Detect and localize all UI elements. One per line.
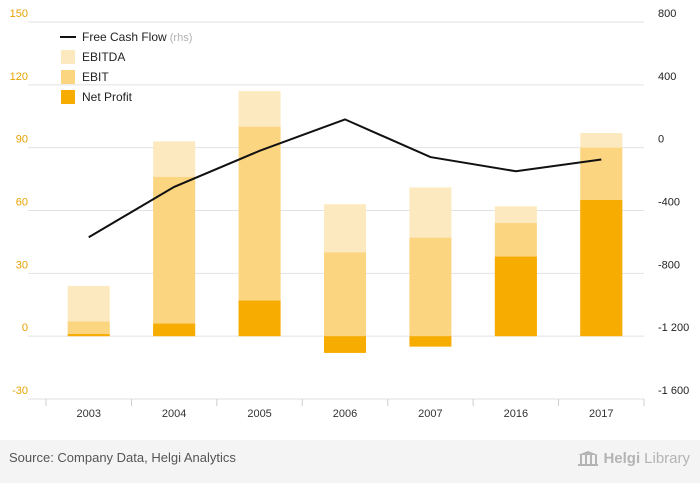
- brand-prefix: Helgi: [603, 450, 641, 467]
- category-label: 2005: [247, 408, 271, 420]
- right-tick-label: 800: [658, 8, 676, 20]
- legend-item: EBIT: [61, 70, 109, 84]
- brand-logo[interactable]: Helgi Library: [577, 450, 690, 467]
- right-tick-label: 400: [658, 71, 676, 83]
- right-tick-label: -800: [658, 259, 680, 271]
- brand-suffix: Library: [644, 450, 690, 467]
- bar-net-profit: [67, 334, 110, 337]
- legend-item: EBITDA: [61, 50, 125, 64]
- category-label: 2004: [162, 408, 186, 420]
- bar-net-profit: [238, 300, 281, 337]
- left-tick-label: 0: [22, 322, 28, 334]
- bar-net-profit: [324, 336, 366, 353]
- bar-ebit: [324, 252, 366, 337]
- category-label: 2016: [504, 408, 528, 420]
- right-tick-label: 0: [658, 134, 664, 146]
- legend-box-swatch: [61, 50, 75, 64]
- legend-box-swatch: [61, 70, 75, 84]
- left-tick-label: 150: [10, 8, 28, 20]
- left-tick-label: -30: [12, 385, 28, 397]
- category-label: 2017: [589, 408, 613, 420]
- source-text: Source: Company Data, Helgi Analytics: [9, 450, 236, 465]
- left-tick-label: 30: [16, 259, 28, 271]
- legend-label: Free Cash Flow (rhs): [82, 30, 192, 44]
- category-label: 2003: [76, 408, 100, 420]
- category-label: 2007: [418, 408, 442, 420]
- footer: Source: Company Data, Helgi Analytics He…: [0, 440, 700, 483]
- legend-label: EBITDA: [82, 50, 125, 64]
- bar-ebit: [153, 176, 196, 337]
- axes: 150 120 90 60 30 0 -30 800 400 0 -400 -800 -1 200 -1 …: [10, 8, 690, 420]
- library-columns-icon: [578, 450, 599, 466]
- legend-label: EBIT: [82, 70, 109, 84]
- bar-net-profit: [494, 256, 537, 337]
- free-cash-flow-line: [88, 118, 602, 239]
- left-tick-label: 90: [16, 134, 28, 146]
- bar-net-profit: [153, 323, 196, 337]
- category-label: 2006: [333, 408, 357, 420]
- bar-net-profit: [409, 336, 452, 347]
- bar-ebit: [67, 321, 110, 337]
- left-tick-label: 60: [16, 197, 28, 209]
- right-tick-label: -1 200: [658, 322, 689, 334]
- right-tick-label: -400: [658, 197, 680, 209]
- legend-label: Net Profit: [82, 90, 133, 104]
- legend-suffix: (rhs): [167, 32, 193, 44]
- legend: Free Cash Flow (rhs) EBITDA EBIT Net Profit: [60, 30, 192, 104]
- legend-item: Net Profit: [61, 90, 133, 104]
- legend-box-swatch: [61, 90, 75, 104]
- legend-item: Free Cash Flow (rhs): [60, 30, 192, 44]
- left-tick-label: 120: [10, 71, 28, 83]
- chart: 150 120 90 60 30 0 -30 800 400 0 -400 -800 -1 200 -1 …: [10, 8, 690, 420]
- right-tick-label: -1 600: [658, 385, 689, 397]
- bar-net-profit: [580, 200, 623, 337]
- bar-ebit: [409, 237, 452, 337]
- bars: [67, 91, 623, 353]
